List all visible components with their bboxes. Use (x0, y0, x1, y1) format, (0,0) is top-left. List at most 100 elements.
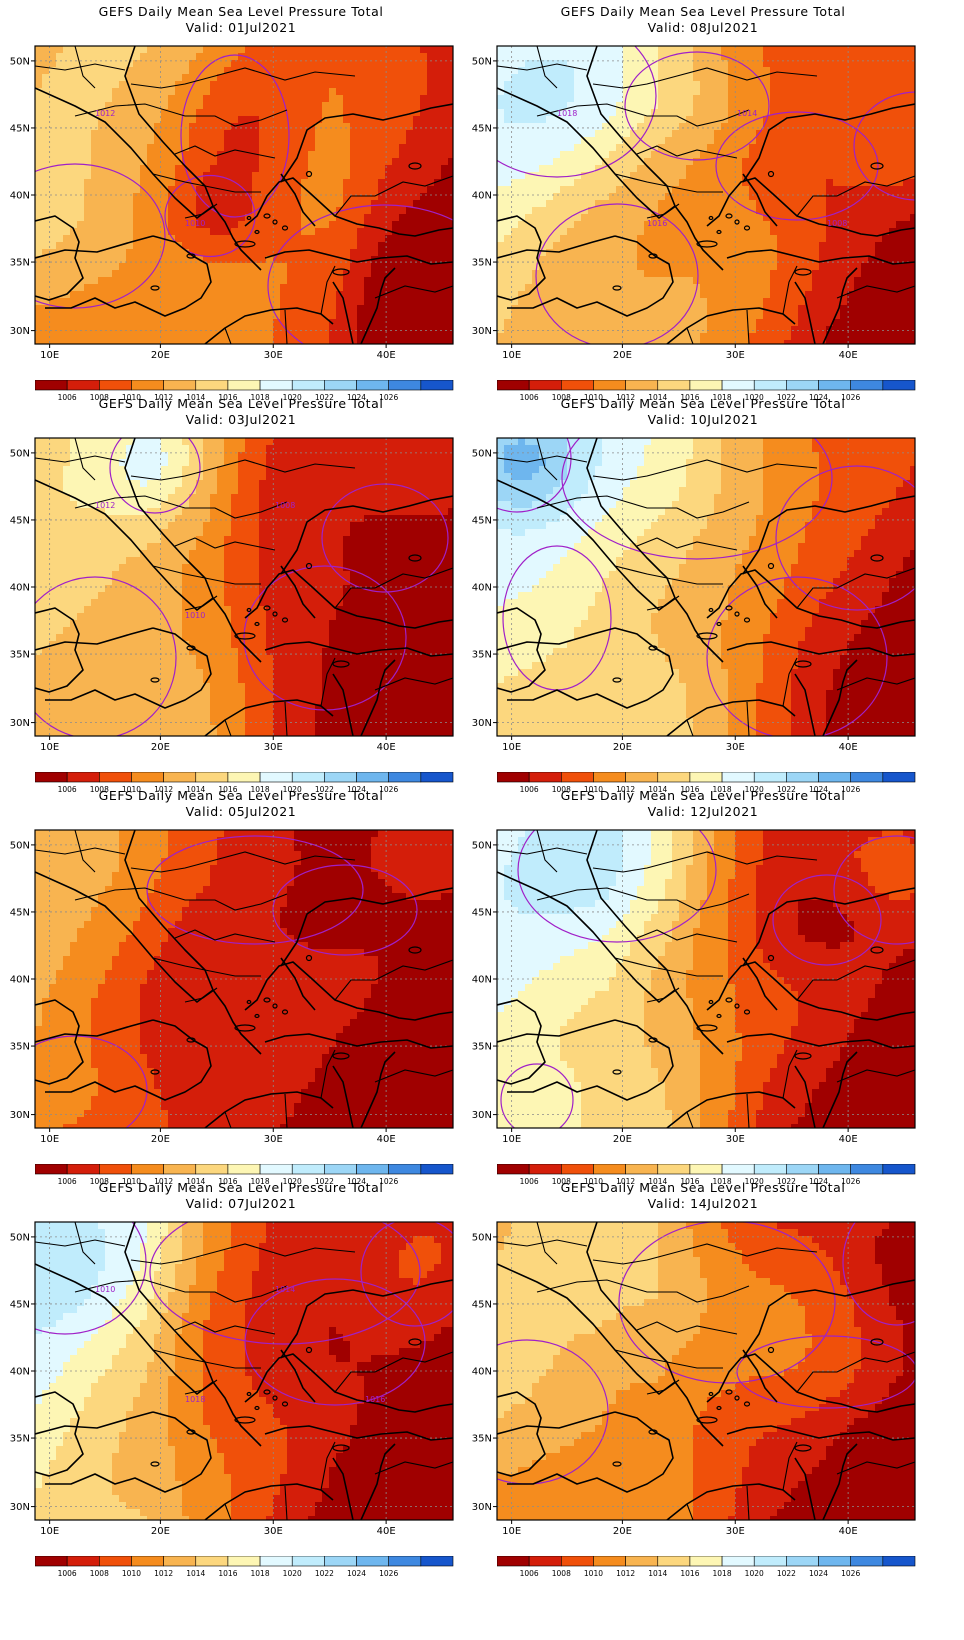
pressure-cell (252, 200, 260, 208)
pressure-cell (231, 277, 239, 285)
pressure-cell (574, 67, 582, 75)
pressure-cell (518, 284, 526, 292)
pressure-cell (749, 291, 757, 299)
pressure-cell (840, 172, 848, 180)
pressure-cell (371, 74, 379, 82)
pressure-cell (777, 270, 785, 278)
pressure-cell (693, 109, 701, 117)
pressure-cell (840, 137, 848, 145)
pressure-cell (287, 109, 295, 117)
pressure-cell (840, 67, 848, 75)
pressure-cell (413, 312, 421, 320)
pressure-cell (875, 130, 883, 138)
pressure-cell (119, 221, 127, 229)
pressure-cell (833, 130, 841, 138)
pressure-cell (707, 172, 715, 180)
pressure-cell (735, 95, 743, 103)
pressure-cell (77, 95, 85, 103)
pressure-cell (343, 53, 351, 61)
pressure-cell (42, 242, 50, 250)
pressure-cell (189, 74, 197, 82)
pressure-cell (763, 193, 771, 201)
pressure-cell (560, 165, 568, 173)
pressure-cell (280, 221, 288, 229)
pressure-cell (413, 200, 421, 208)
pressure-cell (672, 123, 680, 131)
pressure-cell (847, 291, 855, 299)
pressure-cell (735, 137, 743, 145)
pressure-cell (728, 291, 736, 299)
pressure-cell (700, 186, 708, 194)
pressure-cell (224, 88, 232, 96)
pressure-cell (210, 249, 218, 257)
pressure-cell (441, 151, 449, 159)
pressure-cell (763, 81, 771, 89)
pressure-cell (630, 207, 638, 215)
pressure-cell (427, 284, 435, 292)
pressure-cell (805, 200, 813, 208)
pressure-cell (252, 53, 260, 61)
pressure-cell (98, 186, 106, 194)
pressure-cell (819, 165, 827, 173)
pressure-cell (434, 88, 442, 96)
pressure-cell (798, 298, 806, 306)
pressure-cell (504, 221, 512, 229)
pressure-cell (700, 88, 708, 96)
pressure-cell (182, 284, 190, 292)
pressure-cell (833, 67, 841, 75)
pressure-cell (35, 46, 43, 54)
pressure-cell (553, 116, 561, 124)
pressure-cell (343, 186, 351, 194)
pressure-cell (154, 172, 162, 180)
pressure-cell (700, 179, 708, 187)
pressure-cell (413, 95, 421, 103)
pressure-cell (798, 144, 806, 152)
pressure-cell (406, 333, 414, 341)
pressure-cell (910, 228, 915, 236)
pressure-cell (707, 81, 715, 89)
pressure-cell (371, 277, 379, 285)
pressure-cell (112, 46, 120, 54)
pressure-cell (364, 102, 372, 110)
pressure-cell (399, 179, 407, 187)
pressure-cell (140, 60, 148, 68)
pressure-cell (126, 340, 134, 344)
pressure-cell (756, 60, 764, 68)
pressure-cell (91, 291, 99, 299)
pressure-cell (910, 53, 915, 61)
pressure-cell (868, 256, 876, 264)
pressure-cell (896, 60, 904, 68)
pressure-cell (49, 123, 57, 131)
pressure-cell (147, 319, 155, 327)
pressure-cell (602, 172, 610, 180)
panel-valid-date: Valid: 01Jul2021 (0, 20, 482, 36)
pressure-cell (658, 151, 666, 159)
pressure-cell (805, 116, 813, 124)
pressure-cell (651, 263, 659, 271)
pressure-cell (840, 60, 848, 68)
pressure-cell (413, 305, 421, 313)
pressure-cell (791, 277, 799, 285)
pressure-cell (49, 165, 57, 173)
pressure-cell (266, 326, 274, 334)
pressure-cell (322, 270, 330, 278)
pressure-cell (518, 186, 526, 194)
pressure-cell (364, 263, 372, 271)
pressure-cell (196, 116, 204, 124)
pressure-cell (140, 144, 148, 152)
pressure-cell (623, 277, 631, 285)
pressure-cell (259, 228, 267, 236)
pressure-cell (63, 109, 71, 117)
pressure-cell (147, 151, 155, 159)
pressure-cell (406, 305, 414, 313)
pressure-cell (756, 242, 764, 250)
pressure-cell (434, 144, 442, 152)
pressure-cell (609, 291, 617, 299)
pressure-cell (42, 88, 50, 96)
pressure-cell (357, 200, 365, 208)
island (272, 219, 278, 225)
pressure-cell (140, 249, 148, 257)
pressure-cell (448, 333, 453, 341)
pressure-cell (735, 179, 743, 187)
pressure-cell (287, 165, 295, 173)
